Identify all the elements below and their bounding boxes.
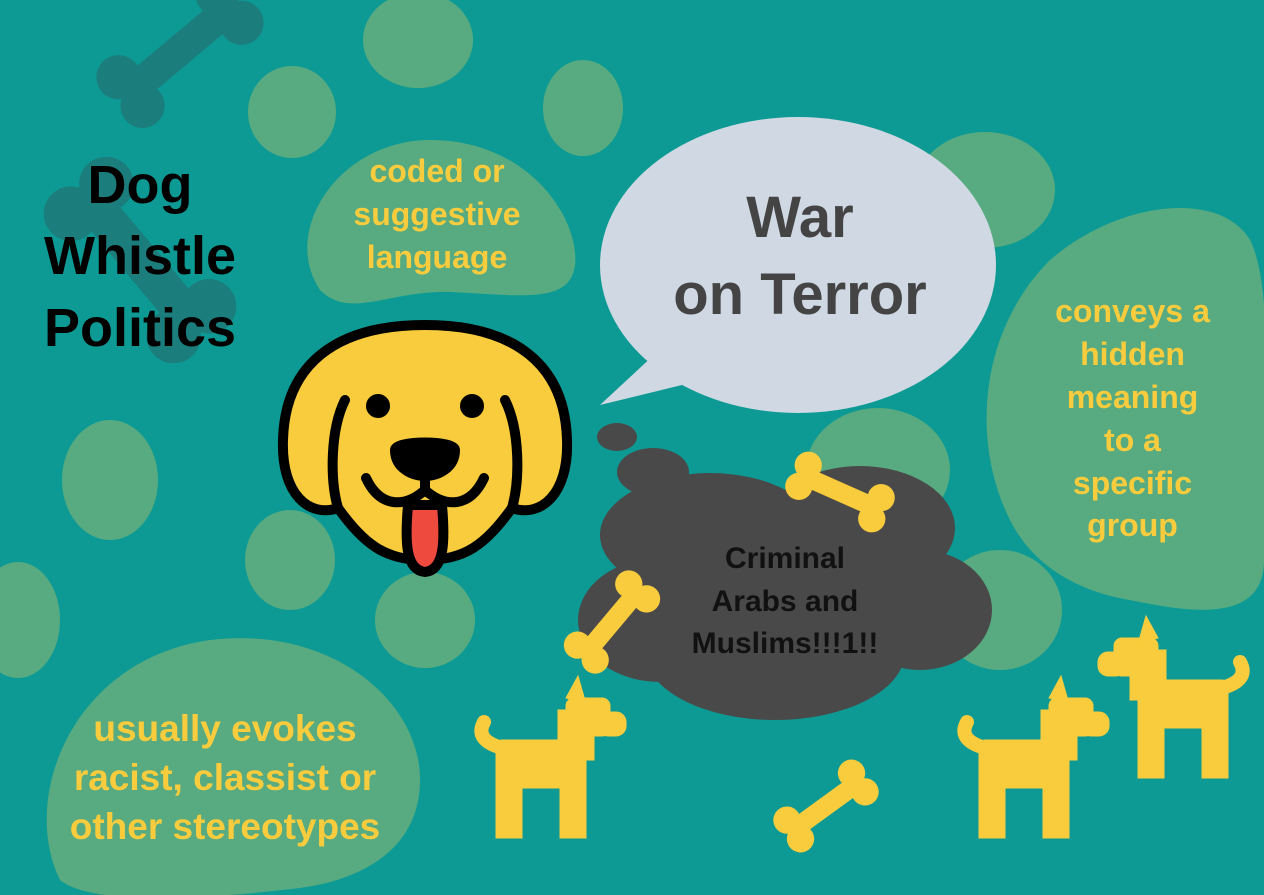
page-title: Dog Whistle Politics (43, 155, 237, 358)
speech-bubble (600, 117, 996, 413)
thought-bubble (578, 423, 992, 720)
speech-bubble-text: War on Terror (673, 185, 927, 327)
dog-face-icon (277, 320, 573, 577)
blob-text-coded-language: coded or suggestive language (353, 153, 521, 275)
thought-bubble-text: Criminal Arabs and Muslims!!!1!! (691, 542, 879, 661)
blob-text-stereotypes: usually evokes racist, classist or other… (69, 708, 381, 847)
blob-text-hidden-meaning: conveys a hidden meaning to a specific g… (1055, 293, 1210, 544)
